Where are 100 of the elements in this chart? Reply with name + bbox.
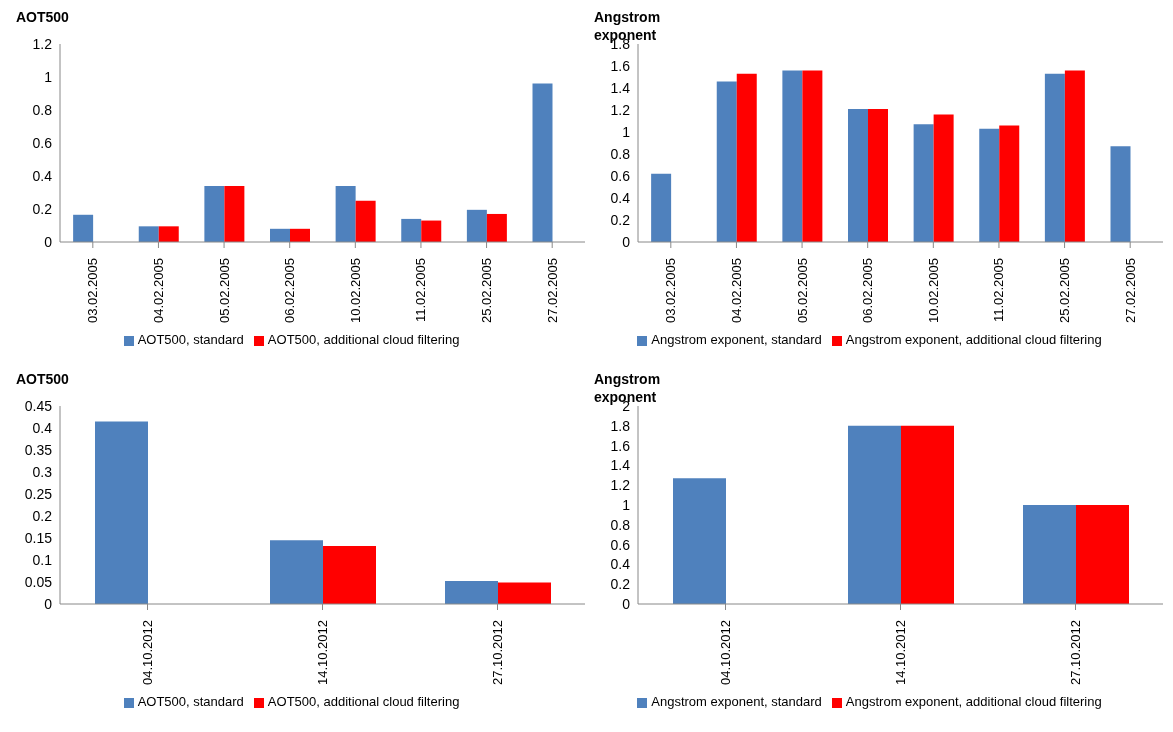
bar (486, 213, 507, 242)
y-tick-label: 0.45 (24, 397, 53, 414)
y-tick-label: 1.8 (610, 417, 631, 434)
bar (716, 81, 737, 242)
bar (224, 185, 245, 242)
y-tick-label: 0.25 (24, 485, 53, 502)
x-tick-label: 06.02.2005 (282, 258, 298, 324)
bar (848, 108, 868, 242)
legend-label: Angstrom exponent, additional cloud filtering (845, 332, 1102, 347)
bar (158, 226, 179, 242)
y-tick-label: 0 (622, 595, 631, 612)
y-tick-label: 1.6 (610, 437, 631, 454)
bar (421, 220, 442, 242)
y-tick-label: 1.2 (610, 101, 631, 118)
legend-label: AOT500, standard (137, 694, 244, 709)
bar (673, 478, 726, 604)
bar (868, 108, 888, 242)
legend-label: Angstrom exponent, additional cloud filtering (845, 694, 1102, 709)
y-tick-label: 0.2 (32, 200, 53, 217)
x-tick-label: 27.02.2005 (544, 258, 560, 324)
legend-label: AOT500, additional cloud filtering (267, 694, 460, 709)
y-tick-label: 1.4 (610, 79, 631, 96)
bar (651, 173, 672, 242)
bar (532, 83, 553, 242)
y-tick-label: 1 (44, 68, 53, 85)
legend-label: Angstrom exponent, standard (651, 694, 822, 709)
y-tick-label: 0.3 (32, 463, 53, 480)
bar (138, 226, 159, 242)
x-tick-label: 11.02.2005 (991, 258, 1007, 323)
y-tick-label: 0.8 (610, 516, 631, 533)
bar (1023, 505, 1076, 604)
y-tick-label: 1 (622, 123, 631, 140)
bar (802, 70, 823, 242)
y-tick-label: 0.8 (32, 101, 53, 118)
bar (204, 185, 225, 242)
y-axis-title: AOT500 (16, 370, 70, 388)
bar (401, 218, 422, 242)
legend-label: AOT500, standard (137, 332, 244, 347)
x-tick-label: 27.10.2012 (1068, 620, 1083, 686)
y-tick-label: 0.4 (32, 419, 53, 436)
y-tick-label: 0.4 (32, 167, 53, 184)
bar (270, 540, 323, 604)
bar (323, 545, 376, 604)
y-tick-label: 0.6 (610, 167, 631, 184)
y-tick-label: 1.4 (610, 457, 631, 474)
y-tick-label: 0.1 (32, 551, 53, 568)
x-tick-label: 05.02.2005 (216, 258, 232, 324)
bar (913, 124, 934, 242)
bar (355, 200, 376, 242)
bar (901, 425, 954, 604)
bar (782, 70, 803, 242)
bar (848, 425, 901, 604)
y-tick-label: 0.15 (24, 529, 53, 546)
bar (73, 214, 94, 242)
bar (445, 581, 498, 604)
bar (999, 125, 1020, 242)
y-tick-label: 1 (622, 496, 631, 513)
y-tick-label: 1.2 (32, 35, 53, 52)
x-tick-label: 14.10.2012 (893, 620, 908, 686)
x-tick-label: 25.02.2005 (479, 258, 495, 324)
x-tick-label: 14.10.2012 (315, 620, 330, 686)
x-tick-label: 06.02.2005 (860, 258, 876, 324)
legend-label: Angstrom exponent, standard (651, 332, 822, 347)
bar (290, 228, 310, 242)
y-tick-label: 0.6 (32, 134, 53, 151)
y-tick-label: 0.2 (610, 576, 631, 593)
y-tick-label: 0.4 (610, 189, 631, 206)
y-tick-label: 0.6 (610, 536, 631, 553)
y-tick-label: 0.4 (610, 556, 631, 573)
y-tick-label: 0 (622, 233, 631, 250)
x-tick-label: 04.10.2012 (140, 620, 155, 686)
bar (1064, 70, 1085, 242)
bar (498, 582, 551, 604)
y-tick-label: 0.2 (32, 507, 53, 524)
x-tick-label: 03.02.2005 (85, 258, 101, 324)
x-tick-label: 04.02.2005 (728, 258, 744, 324)
bar (466, 209, 487, 242)
bar (1044, 73, 1065, 242)
x-tick-label: 05.02.2005 (794, 258, 810, 324)
y-tick-label: 1.6 (610, 57, 631, 74)
bar (1110, 146, 1131, 242)
y-tick-label: 0 (44, 595, 53, 612)
x-tick-label: 27.10.2012 (490, 620, 505, 686)
bar (335, 185, 356, 242)
y-tick-label: 0.35 (24, 441, 53, 458)
bar (979, 128, 1000, 242)
y-tick-label: 0.05 (24, 573, 53, 590)
y-tick-label: 0.8 (610, 145, 631, 162)
bar (270, 228, 290, 242)
x-tick-label: 04.02.2005 (150, 258, 166, 324)
x-tick-label: 11.02.2005 (413, 258, 429, 323)
bar (1076, 505, 1129, 604)
y-tick-label: 1.2 (610, 477, 631, 494)
y-tick-label: 0 (44, 233, 53, 250)
y-tick-label: 0.2 (610, 211, 631, 228)
bar (95, 421, 148, 604)
y-axis-title: AOT500 (16, 8, 70, 26)
x-tick-label: 03.02.2005 (663, 258, 679, 324)
x-tick-label: 27.02.2005 (1122, 258, 1138, 324)
x-tick-label: 10.02.2005 (347, 258, 363, 324)
